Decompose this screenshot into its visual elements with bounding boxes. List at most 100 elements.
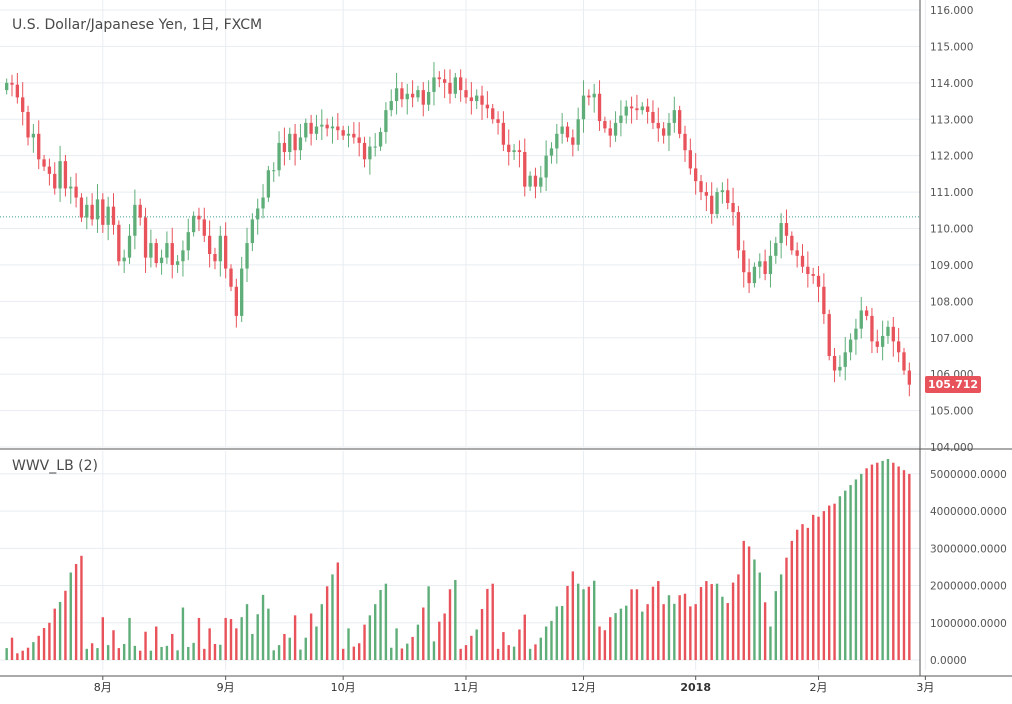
candle-body: [31, 133, 36, 138]
indicator-bar: [801, 524, 804, 660]
indicator-bar: [26, 647, 30, 660]
indicator-bar: [256, 614, 259, 660]
indicator-bar: [374, 604, 377, 660]
indicator-bar: [694, 604, 697, 660]
indicator-bar: [886, 459, 890, 660]
y-tick-label: 109.000: [930, 260, 973, 272]
indicator-bar: [528, 648, 532, 660]
candle-body: [21, 97, 25, 112]
indicator-bar: [341, 648, 345, 660]
indicator-bar: [838, 496, 842, 660]
candle-body: [37, 133, 41, 160]
indicator-bar: [117, 648, 121, 660]
candle-body: [127, 235, 132, 258]
indicator-bar: [261, 594, 265, 660]
candle-body: [362, 142, 367, 160]
indicator-bar: [673, 603, 676, 660]
candle-body: [726, 190, 730, 204]
indicator-bar: [58, 601, 62, 660]
candle-body: [907, 370, 911, 385]
candle-body: [779, 223, 783, 244]
candle-body: [186, 232, 190, 251]
indicator-bar: [603, 630, 607, 660]
indicator-bar: [614, 613, 617, 660]
candle-body: [784, 223, 789, 236]
x-tick-label: 10月: [331, 681, 356, 694]
candle-body: [437, 77, 441, 80]
candle-body: [683, 133, 687, 151]
candle-body: [870, 315, 874, 342]
indicator-bar: [315, 626, 318, 660]
candle-body: [400, 88, 404, 100]
indicator-bar: [811, 514, 815, 660]
indicator-bar: [363, 624, 366, 660]
x-tick-label: 9月: [217, 681, 235, 694]
x-tick-label: 8月: [94, 681, 112, 694]
indicator-bar: [21, 650, 24, 660]
indicator-bar: [53, 608, 56, 660]
indicator-bar: [641, 611, 644, 660]
candle-body: [635, 108, 639, 111]
indicator-bar: [213, 643, 217, 660]
candle-body: [133, 204, 137, 236]
candle-body: [298, 137, 303, 151]
indicator-bar: [881, 460, 884, 660]
candle-body: [74, 186, 78, 198]
indicator-bar: [587, 586, 591, 660]
candle-body: [587, 95, 591, 98]
indicator-bar: [609, 617, 612, 660]
indicator-bar: [171, 633, 174, 660]
indicator-bar: [779, 574, 783, 660]
candle-body: [85, 204, 89, 218]
indicator-bar: [576, 583, 580, 660]
candle-body: [384, 110, 388, 132]
candle-body: [95, 199, 100, 220]
candle-body: [891, 326, 895, 342]
indicator-bar: [443, 613, 446, 660]
indicator-bar: [304, 637, 307, 660]
candle-body: [597, 93, 602, 122]
y-tick-label: 115.000: [930, 41, 973, 53]
y-tick-label: 112.000: [930, 151, 973, 163]
indicator-bar: [678, 595, 681, 660]
indicator-bar: [544, 626, 548, 660]
indicator-bar: [822, 511, 826, 660]
candle-body: [742, 250, 746, 273]
candle-body: [309, 122, 313, 134]
candle-body: [704, 192, 709, 196]
indicator-bar: [769, 626, 772, 660]
indicator-bar: [598, 626, 601, 660]
indicator-bar: [683, 593, 687, 660]
indicator-bar: [144, 631, 147, 660]
indicator-y-tick-label: 3000000.0000: [930, 543, 1007, 555]
candle-body: [496, 119, 500, 123]
indicator-bar: [384, 583, 388, 660]
candle-body: [394, 88, 399, 102]
candle-body: [159, 257, 164, 264]
candle-body: [90, 204, 94, 220]
indicator-bar: [571, 571, 575, 660]
indicator-bar: [16, 653, 19, 660]
indicator-bar: [710, 584, 713, 660]
y-tick-label: 113.000: [930, 114, 973, 126]
candle-body: [330, 126, 335, 129]
indicator-bar: [555, 606, 559, 660]
candle-body: [555, 133, 559, 149]
candle-body: [699, 181, 703, 193]
indicator-bar: [69, 572, 72, 660]
candle-body: [715, 192, 719, 214]
candle-body: [314, 126, 319, 134]
indicator-bar: [293, 615, 297, 660]
candle-body: [15, 84, 20, 98]
candle-body: [10, 82, 14, 85]
indicator-bar: [112, 630, 115, 660]
indicator-bar: [10, 637, 14, 660]
indicator-bar: [849, 485, 852, 660]
x-tick-label: 3月: [916, 681, 934, 694]
indicator-bar: [197, 617, 201, 660]
candle-body: [752, 266, 757, 284]
candle-body: [256, 208, 260, 220]
candle-body: [229, 268, 233, 287]
indicator-bar: [272, 650, 275, 660]
candle-body: [79, 197, 84, 218]
